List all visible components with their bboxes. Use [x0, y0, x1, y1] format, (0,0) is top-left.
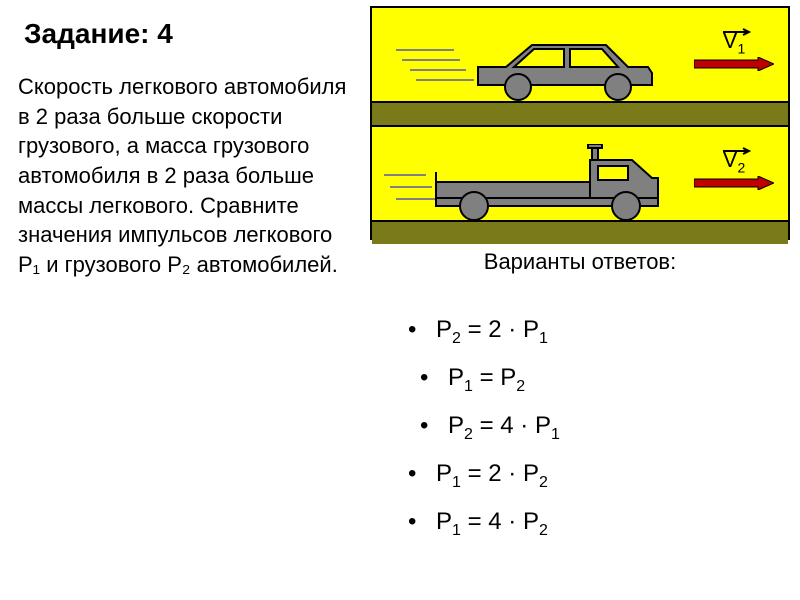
answer-sub-left: 1: [464, 378, 473, 395]
answer-sub-left: 1: [452, 474, 461, 491]
answer-p-right: Р: [523, 316, 539, 343]
road-strip: [372, 220, 788, 244]
problem-statement: Скорость легкового автомобиля в 2 раза б…: [18, 72, 360, 280]
answer-p-left: Р: [436, 460, 452, 487]
diagram-panel-truck: V2: [372, 125, 788, 244]
answer-p-left: Р: [436, 508, 452, 535]
answer-option: Р1 = 4 · Р2: [408, 508, 560, 540]
answer-p-left: Р: [448, 364, 464, 391]
answer-p-left: Р: [448, 412, 464, 439]
answer-sub-right: 1: [539, 330, 548, 347]
arrow-icon: [694, 57, 774, 71]
answer-sub-right: 2: [516, 378, 525, 395]
diagram-panel-car: V1: [372, 8, 788, 125]
answer-rel: = 2 ·: [461, 460, 523, 487]
velocity-label-2: V2: [723, 149, 745, 174]
answer-p-right: Р: [523, 508, 539, 535]
answer-sub-left: 2: [452, 330, 461, 347]
answer-option: Р1 = Р2: [420, 364, 560, 396]
answer-sub-left: 2: [464, 426, 473, 443]
answers-list: Р2 = 2 · Р1 Р1 = Р2 Р2 = 4 · Р1 Р1 = 2 ·…: [408, 316, 560, 556]
velocity-sub-1: 1: [737, 40, 745, 56]
answer-sub-right: 1: [551, 426, 560, 443]
truck-icon: [430, 144, 670, 222]
answer-rel: =: [473, 364, 500, 391]
velocity-arrow-1: V1: [694, 30, 774, 71]
answer-option: Р2 = 2 · Р1: [408, 316, 560, 348]
answer-rel: = 4 ·: [461, 508, 523, 535]
answers-heading: Варианты ответов:: [480, 248, 680, 277]
arrow-icon: [694, 176, 774, 190]
answer-sub-right: 2: [539, 474, 548, 491]
velocity-arrow-2: V2: [694, 149, 774, 190]
road-strip: [372, 101, 788, 125]
answer-p-left: Р: [436, 316, 452, 343]
motion-lines-icon: [396, 46, 476, 86]
answer-sub-left: 1: [452, 522, 461, 539]
answer-rel: = 4 ·: [473, 412, 535, 439]
answer-p-right: Р: [523, 460, 539, 487]
diagram-container: V1: [370, 6, 790, 240]
car-icon: [468, 37, 658, 103]
answer-p-right: Р: [535, 412, 551, 439]
answer-option: Р2 = 4 · Р1: [420, 412, 560, 444]
task-title: Задание: 4: [24, 18, 173, 50]
answer-sub-right: 2: [539, 522, 548, 539]
answer-option: Р1 = 2 · Р2: [408, 460, 560, 492]
velocity-label-1: V1: [723, 30, 745, 55]
answer-rel: = 2 ·: [461, 316, 523, 343]
answer-p-right: Р: [500, 364, 516, 391]
velocity-sub-2: 2: [737, 159, 745, 175]
